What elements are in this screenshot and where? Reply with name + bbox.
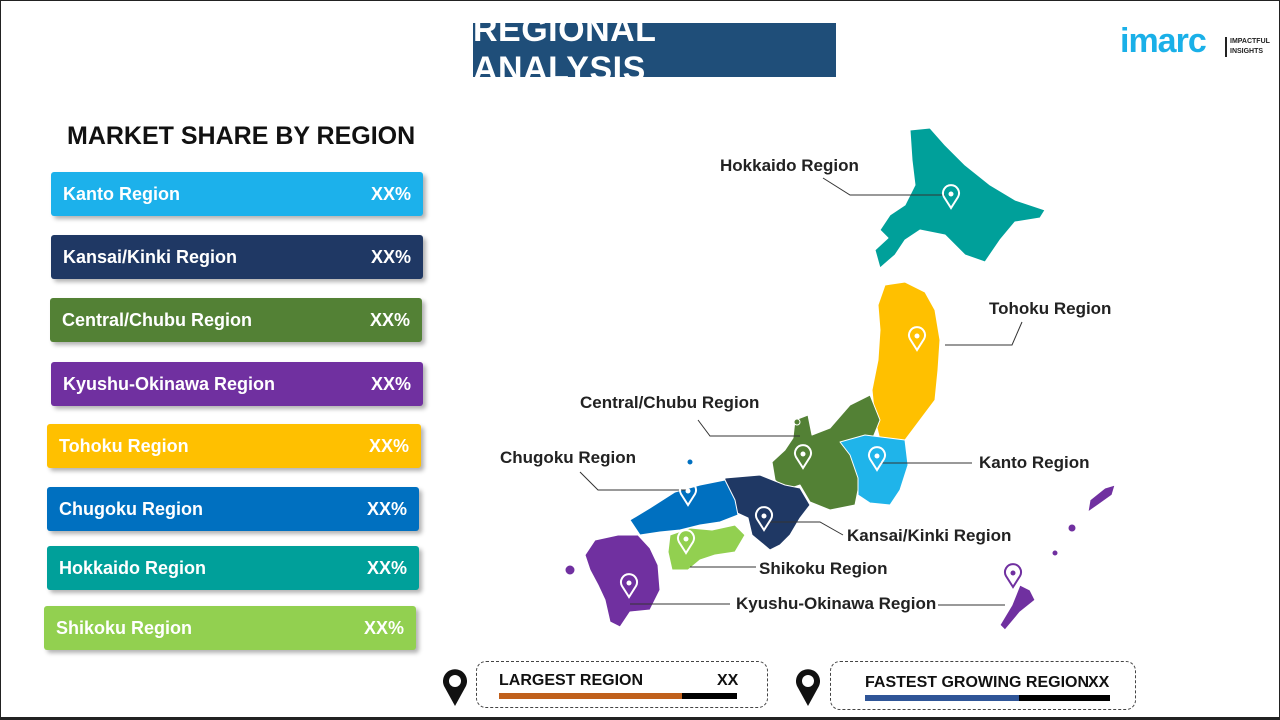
map-pin-icon: [679, 481, 697, 507]
region-name: Hokkaido Region: [59, 557, 207, 578]
region-tohoku: [871, 281, 941, 441]
fastest-region-bar: [865, 695, 1110, 701]
island: [1051, 549, 1059, 557]
label-central: Central/Chubu Region: [580, 393, 760, 412]
fastest-region-label: FASTEST GROWING REGION: [865, 674, 1090, 691]
leader-lines: [579, 177, 1023, 606]
fastest-region-bar-fill: [865, 695, 1020, 701]
market-share-heading: MARKET SHARE BY REGION: [67, 122, 416, 150]
island: [564, 564, 576, 576]
region-share-bar: Tohoku Region XX%: [47, 424, 421, 468]
map-pin-icon: [908, 326, 926, 352]
map-pin-icon: [794, 444, 812, 470]
largest-region-box: LARGEST REGION XX: [476, 661, 768, 708]
region-share-value: XX%: [370, 183, 411, 204]
label-tohoku: Tohoku Region: [989, 299, 1112, 318]
region-share-value: XX%: [370, 246, 411, 267]
region-share-value: XX%: [368, 435, 409, 456]
label-shikoku: Shikoku Region: [759, 559, 888, 578]
imarc-logo: imarc IMPACTFUL INSIGHTS: [1120, 10, 1270, 60]
fastest-region-value: XX: [1088, 674, 1110, 691]
largest-region-bar: [499, 693, 737, 699]
region-share-bar: Kansai/Kinki Region XX%: [51, 235, 423, 279]
map-pin-icon: [868, 446, 886, 472]
region-chugoku: [629, 479, 739, 536]
region-name: Kyushu-Okinawa Region: [63, 373, 276, 394]
region-name: Kansai/Kinki Region: [63, 246, 238, 267]
region-share-value: XX%: [370, 373, 411, 394]
map-pin-icon: [620, 573, 638, 599]
largest-region-value: XX: [717, 672, 739, 689]
largest-region-label: LARGEST REGION: [499, 672, 644, 689]
region-kanto: [839, 434, 909, 506]
region-share-bar: Kyushu-Okinawa Region XX%: [51, 362, 423, 406]
label-hokkaido: Hokkaido Region: [720, 156, 859, 175]
logo-word: imarc: [1120, 22, 1207, 60]
largest-region-bar-fill: [499, 693, 683, 699]
region-share-value: XX%: [369, 309, 410, 330]
region-shikoku: [667, 524, 746, 571]
logo-divider: [1225, 37, 1227, 57]
island: [1067, 523, 1077, 533]
map-pin-icon: [755, 506, 773, 532]
region-share-bar: Hokkaido Region XX%: [47, 546, 419, 590]
label-kansai: Kansai/Kinki Region: [847, 526, 1012, 545]
map-pin-icon: [942, 184, 960, 210]
region-hokkaido: [874, 127, 1046, 269]
region-name: Chugoku Region: [59, 498, 203, 519]
region-share-value: XX%: [366, 557, 407, 578]
region-izu-islands: [1087, 484, 1116, 513]
label-kyushu: Kyushu-Okinawa Region: [736, 594, 937, 613]
region-share-value: XX%: [363, 617, 404, 638]
label-chugoku: Chugoku Region: [500, 448, 636, 467]
map-pin-icon: [1004, 563, 1022, 589]
fastest-growing-region-box: FASTEST GROWING REGION XX: [830, 661, 1136, 710]
location-pin-icon: [796, 669, 820, 706]
region-share-bar: Kanto Region XX%: [51, 172, 423, 216]
island: [686, 458, 694, 466]
location-pin-icon: [443, 669, 467, 706]
region-name: Central/Chubu Region: [62, 309, 252, 330]
region-share-bar: Chugoku Region XX%: [47, 487, 419, 531]
region-share-bar: Shikoku Region XX%: [44, 606, 416, 650]
region-name: Kanto Region: [63, 183, 180, 204]
label-kanto: Kanto Region: [979, 453, 1090, 472]
region-okinawa-islands: [999, 584, 1036, 631]
region-name: Shikoku Region: [56, 617, 193, 638]
region-share-value: XX%: [366, 498, 407, 519]
region-share-bar: Central/Chubu Region XX%: [50, 298, 422, 342]
region-name: Tohoku Region: [59, 435, 189, 456]
island: [793, 418, 801, 426]
region-kyushu: [584, 534, 661, 628]
map-pin-icon: [677, 529, 695, 555]
logo-tagline: IMPACTFUL INSIGHTS: [1230, 38, 1270, 55]
